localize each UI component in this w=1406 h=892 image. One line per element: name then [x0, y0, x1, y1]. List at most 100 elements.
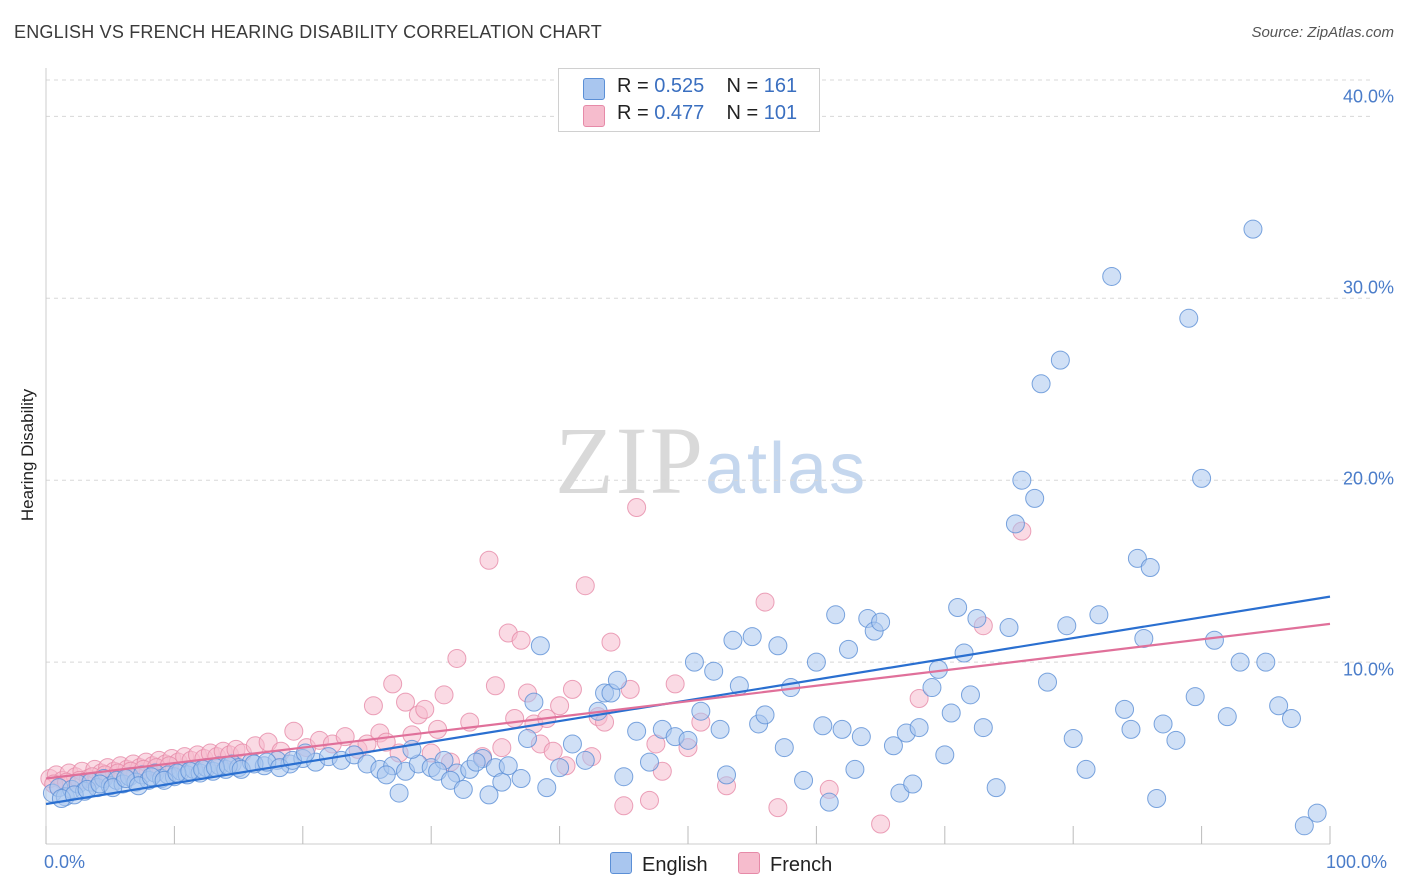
english-point — [1076, 759, 1096, 779]
english-point — [909, 718, 929, 738]
english-point — [1038, 672, 1058, 692]
english-point — [1127, 548, 1147, 568]
french-point — [575, 576, 595, 596]
y-tick-label: 20.0% — [1342, 468, 1394, 489]
english-r-value: 0.525 — [654, 75, 705, 97]
y-tick-label: 30.0% — [1342, 277, 1394, 298]
english-point — [839, 639, 858, 659]
english-point — [1281, 708, 1301, 728]
french-point — [511, 630, 531, 650]
english-point — [1185, 687, 1205, 707]
english-point — [530, 636, 550, 656]
english-point — [954, 643, 974, 663]
english-point — [967, 608, 987, 628]
french-point — [479, 550, 499, 570]
english-point — [755, 705, 775, 725]
english-point — [774, 738, 794, 758]
french-n-label: N = — [726, 102, 764, 124]
english-point — [607, 670, 627, 690]
english-point — [851, 727, 871, 747]
french-r-label: R = — [617, 102, 655, 124]
english-point — [794, 770, 814, 790]
french-point — [639, 790, 659, 810]
english-point — [466, 752, 486, 772]
english-point — [678, 730, 698, 750]
english-point — [903, 774, 923, 794]
french-point — [562, 679, 582, 699]
english-point — [941, 703, 961, 723]
english-point — [1031, 374, 1051, 394]
english-point — [1005, 514, 1025, 534]
english-swatch — [583, 78, 605, 100]
english-point — [518, 728, 537, 748]
english-point — [1025, 488, 1045, 508]
french-point — [363, 696, 383, 716]
french-point — [415, 699, 435, 719]
english-point — [1294, 816, 1314, 836]
english-point — [1050, 350, 1070, 370]
english-point — [1063, 728, 1083, 748]
french-point — [627, 497, 647, 517]
french-point — [909, 688, 929, 708]
english-point — [524, 692, 544, 712]
english-point — [562, 734, 582, 754]
watermark-zip: ZIP — [555, 407, 705, 514]
english-point — [999, 618, 1019, 638]
english-point — [492, 772, 512, 792]
french-point — [614, 796, 634, 816]
watermark: ZIPatlas — [555, 405, 867, 516]
french-point — [755, 592, 775, 612]
english-point — [1115, 699, 1135, 719]
french-point — [383, 674, 403, 694]
english-legend-label: English — [642, 854, 708, 876]
english-point — [883, 736, 903, 756]
french-point — [447, 648, 467, 668]
french-point — [396, 692, 416, 712]
french-point — [434, 685, 454, 705]
french-point — [871, 814, 891, 834]
english-point — [890, 783, 910, 803]
x-tick-label-max: 100.0% — [1326, 852, 1388, 872]
stats-legend: R = 0.525 N = 161 R = 0.477 N = 101 — [558, 68, 820, 132]
bottom-legend-french[interactable]: French — [738, 852, 832, 877]
french-point — [652, 761, 672, 781]
english-point — [479, 785, 499, 805]
english-point — [627, 721, 647, 741]
english-point — [1307, 803, 1327, 823]
english-point — [550, 758, 570, 778]
french-point — [768, 798, 788, 818]
x-tick-label-min: 0.0% — [44, 852, 86, 872]
english-point — [813, 716, 833, 736]
english-point — [832, 719, 852, 739]
english-point — [691, 701, 711, 721]
english-point — [614, 767, 634, 787]
english-point — [1230, 652, 1250, 672]
english-r-label: R = — [617, 75, 655, 97]
english-point — [1057, 616, 1077, 636]
english-point — [948, 598, 968, 618]
y-tick-label: 10.0% — [1342, 659, 1394, 680]
english-point — [1153, 714, 1173, 734]
french-point — [284, 721, 304, 741]
english-point — [1012, 470, 1032, 490]
english-point — [704, 661, 724, 681]
english-point — [723, 630, 743, 650]
french-point — [620, 679, 640, 699]
french-legend-swatch — [738, 852, 760, 874]
french-r-value: 0.477 — [654, 102, 705, 124]
english-point — [871, 612, 891, 632]
english-point — [389, 783, 409, 803]
english-point — [922, 678, 942, 698]
english-point — [428, 761, 448, 781]
french-point — [485, 676, 505, 696]
english-point — [1179, 308, 1199, 328]
english-point — [453, 779, 473, 799]
english-point — [986, 778, 1006, 798]
english-point — [1140, 558, 1160, 578]
english-point — [1102, 266, 1122, 286]
english-point — [1269, 696, 1289, 716]
english-point — [1217, 707, 1237, 727]
bottom-legend-english[interactable]: English — [610, 852, 708, 877]
y-tick-label: 40.0% — [1342, 86, 1394, 107]
